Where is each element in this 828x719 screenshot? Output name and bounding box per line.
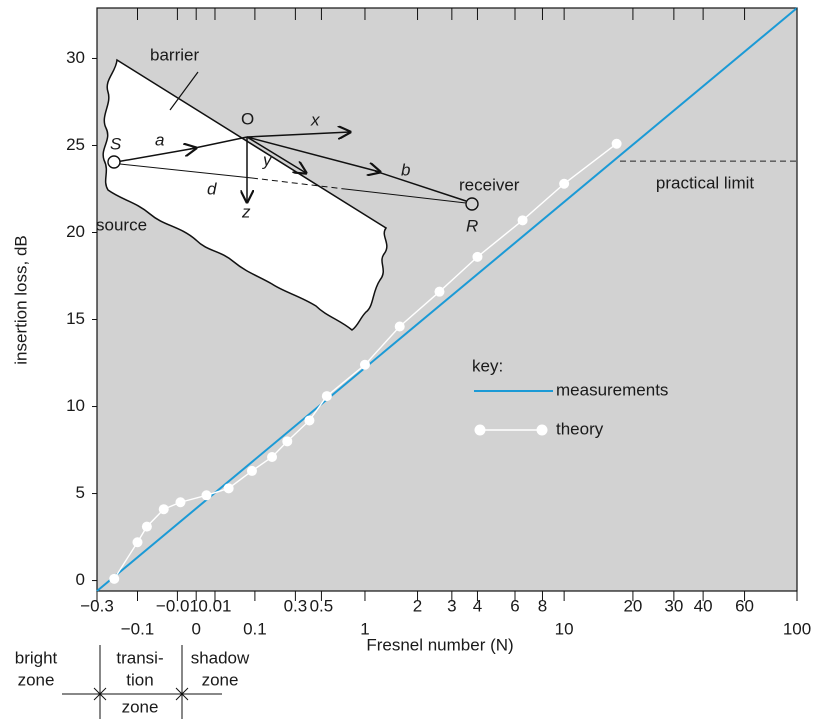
x-tick-label: −0.1 bbox=[121, 619, 155, 638]
x-tick-label: 30 bbox=[664, 596, 683, 615]
path-d bbox=[251, 177, 346, 190]
path-d bbox=[344, 188, 467, 204]
y-tick-label: 30 bbox=[66, 48, 85, 67]
x-tick-label: −0.3 bbox=[80, 596, 114, 615]
y-axis-label: insertion loss, dB bbox=[11, 235, 30, 364]
x-tick-label: 0.3 bbox=[284, 596, 308, 615]
legend-marker bbox=[474, 424, 486, 436]
inset-label: S bbox=[110, 134, 122, 153]
theory-point bbox=[517, 215, 528, 226]
legend-title: key: bbox=[472, 356, 503, 375]
theory-point bbox=[359, 359, 370, 370]
x-tick-label: 20 bbox=[623, 596, 642, 615]
theory-point bbox=[559, 178, 570, 189]
zone-label: transi- bbox=[116, 648, 163, 667]
inset-label: barrier bbox=[150, 45, 199, 64]
axis-x bbox=[246, 132, 350, 137]
x-tick-label: 60 bbox=[735, 596, 754, 615]
theory-point bbox=[141, 521, 152, 532]
path-a bbox=[189, 136, 248, 150]
theory-point bbox=[132, 537, 143, 548]
theory-point bbox=[158, 504, 169, 515]
legend-label: measurements bbox=[556, 380, 668, 399]
theory-point bbox=[472, 251, 483, 262]
zone-label: tion bbox=[126, 670, 153, 689]
x-tick-label: −0.01 bbox=[156, 596, 199, 615]
path-d bbox=[119, 163, 253, 179]
x-tick-label: 0 bbox=[191, 619, 200, 638]
x-tick-label: 4 bbox=[473, 596, 482, 615]
x-tick-label: 10 bbox=[555, 619, 574, 638]
legend-label: theory bbox=[556, 419, 604, 438]
theory-point bbox=[267, 451, 278, 462]
y-tick-label: 25 bbox=[66, 135, 85, 154]
inset-label: O bbox=[241, 109, 254, 128]
receiver-point bbox=[465, 197, 479, 211]
x-tick-label: 0.5 bbox=[310, 596, 334, 615]
x-tick-label: 40 bbox=[694, 596, 713, 615]
y-tick-label: 15 bbox=[66, 309, 85, 328]
theory-point bbox=[434, 286, 445, 297]
inset-label: d bbox=[207, 179, 217, 198]
theory-point bbox=[321, 391, 332, 402]
x-tick-label: 2 bbox=[413, 596, 422, 615]
zone-label: zone bbox=[18, 670, 55, 689]
source-point bbox=[107, 155, 121, 169]
x-tick-label: 0.1 bbox=[243, 619, 267, 638]
y-tick-label: 0 bbox=[76, 570, 85, 589]
path-b bbox=[246, 136, 380, 172]
x-tick-label: 1 bbox=[360, 619, 369, 638]
theory-point bbox=[223, 483, 234, 494]
zone-label: shadow bbox=[191, 648, 250, 667]
y-tick-label: 5 bbox=[76, 483, 85, 502]
x-tick-label: 0.01 bbox=[198, 596, 231, 615]
theory-point bbox=[109, 573, 120, 584]
zone-label: bright bbox=[15, 648, 58, 667]
theory-point bbox=[201, 490, 212, 501]
path-a bbox=[115, 148, 196, 163]
x-tick-label: 8 bbox=[538, 596, 547, 615]
inset-label: y bbox=[262, 150, 273, 169]
barrier-pointer bbox=[169, 71, 199, 111]
zone-brackets bbox=[62, 645, 222, 719]
zone-label: zone bbox=[202, 670, 239, 689]
barrier-diagram: barrier O x a S y b d receiver z source … bbox=[96, 45, 520, 331]
y-tick-label: 10 bbox=[66, 396, 85, 415]
theory-point bbox=[175, 497, 186, 508]
theory-point bbox=[282, 436, 293, 447]
inset-label: R bbox=[466, 216, 478, 235]
theory-point bbox=[611, 138, 622, 149]
x-axis-label: Fresnel number (N) bbox=[366, 635, 513, 654]
legend-marker bbox=[536, 424, 548, 436]
axis-y bbox=[246, 136, 306, 173]
series-line bbox=[96, 7, 798, 592]
inset-label: a bbox=[155, 130, 164, 149]
theory-point bbox=[246, 465, 257, 476]
marks bbox=[96, 7, 798, 592]
y-tick-label: 20 bbox=[66, 222, 85, 241]
theory-point bbox=[304, 415, 315, 426]
inset-label: b bbox=[401, 160, 410, 179]
x-tick-label: 6 bbox=[510, 596, 519, 615]
inset-label: z bbox=[241, 202, 251, 221]
theory-point bbox=[394, 321, 405, 332]
inset-label: receiver bbox=[459, 175, 520, 194]
path-b bbox=[374, 170, 467, 202]
zone-label: zone bbox=[122, 697, 159, 716]
inset-label: x bbox=[310, 110, 320, 129]
practical-limit-label: practical limit bbox=[656, 174, 755, 193]
inset-label: source bbox=[96, 215, 147, 234]
x-tick-label: 100 bbox=[783, 619, 811, 638]
x-tick-label: 3 bbox=[447, 596, 456, 615]
